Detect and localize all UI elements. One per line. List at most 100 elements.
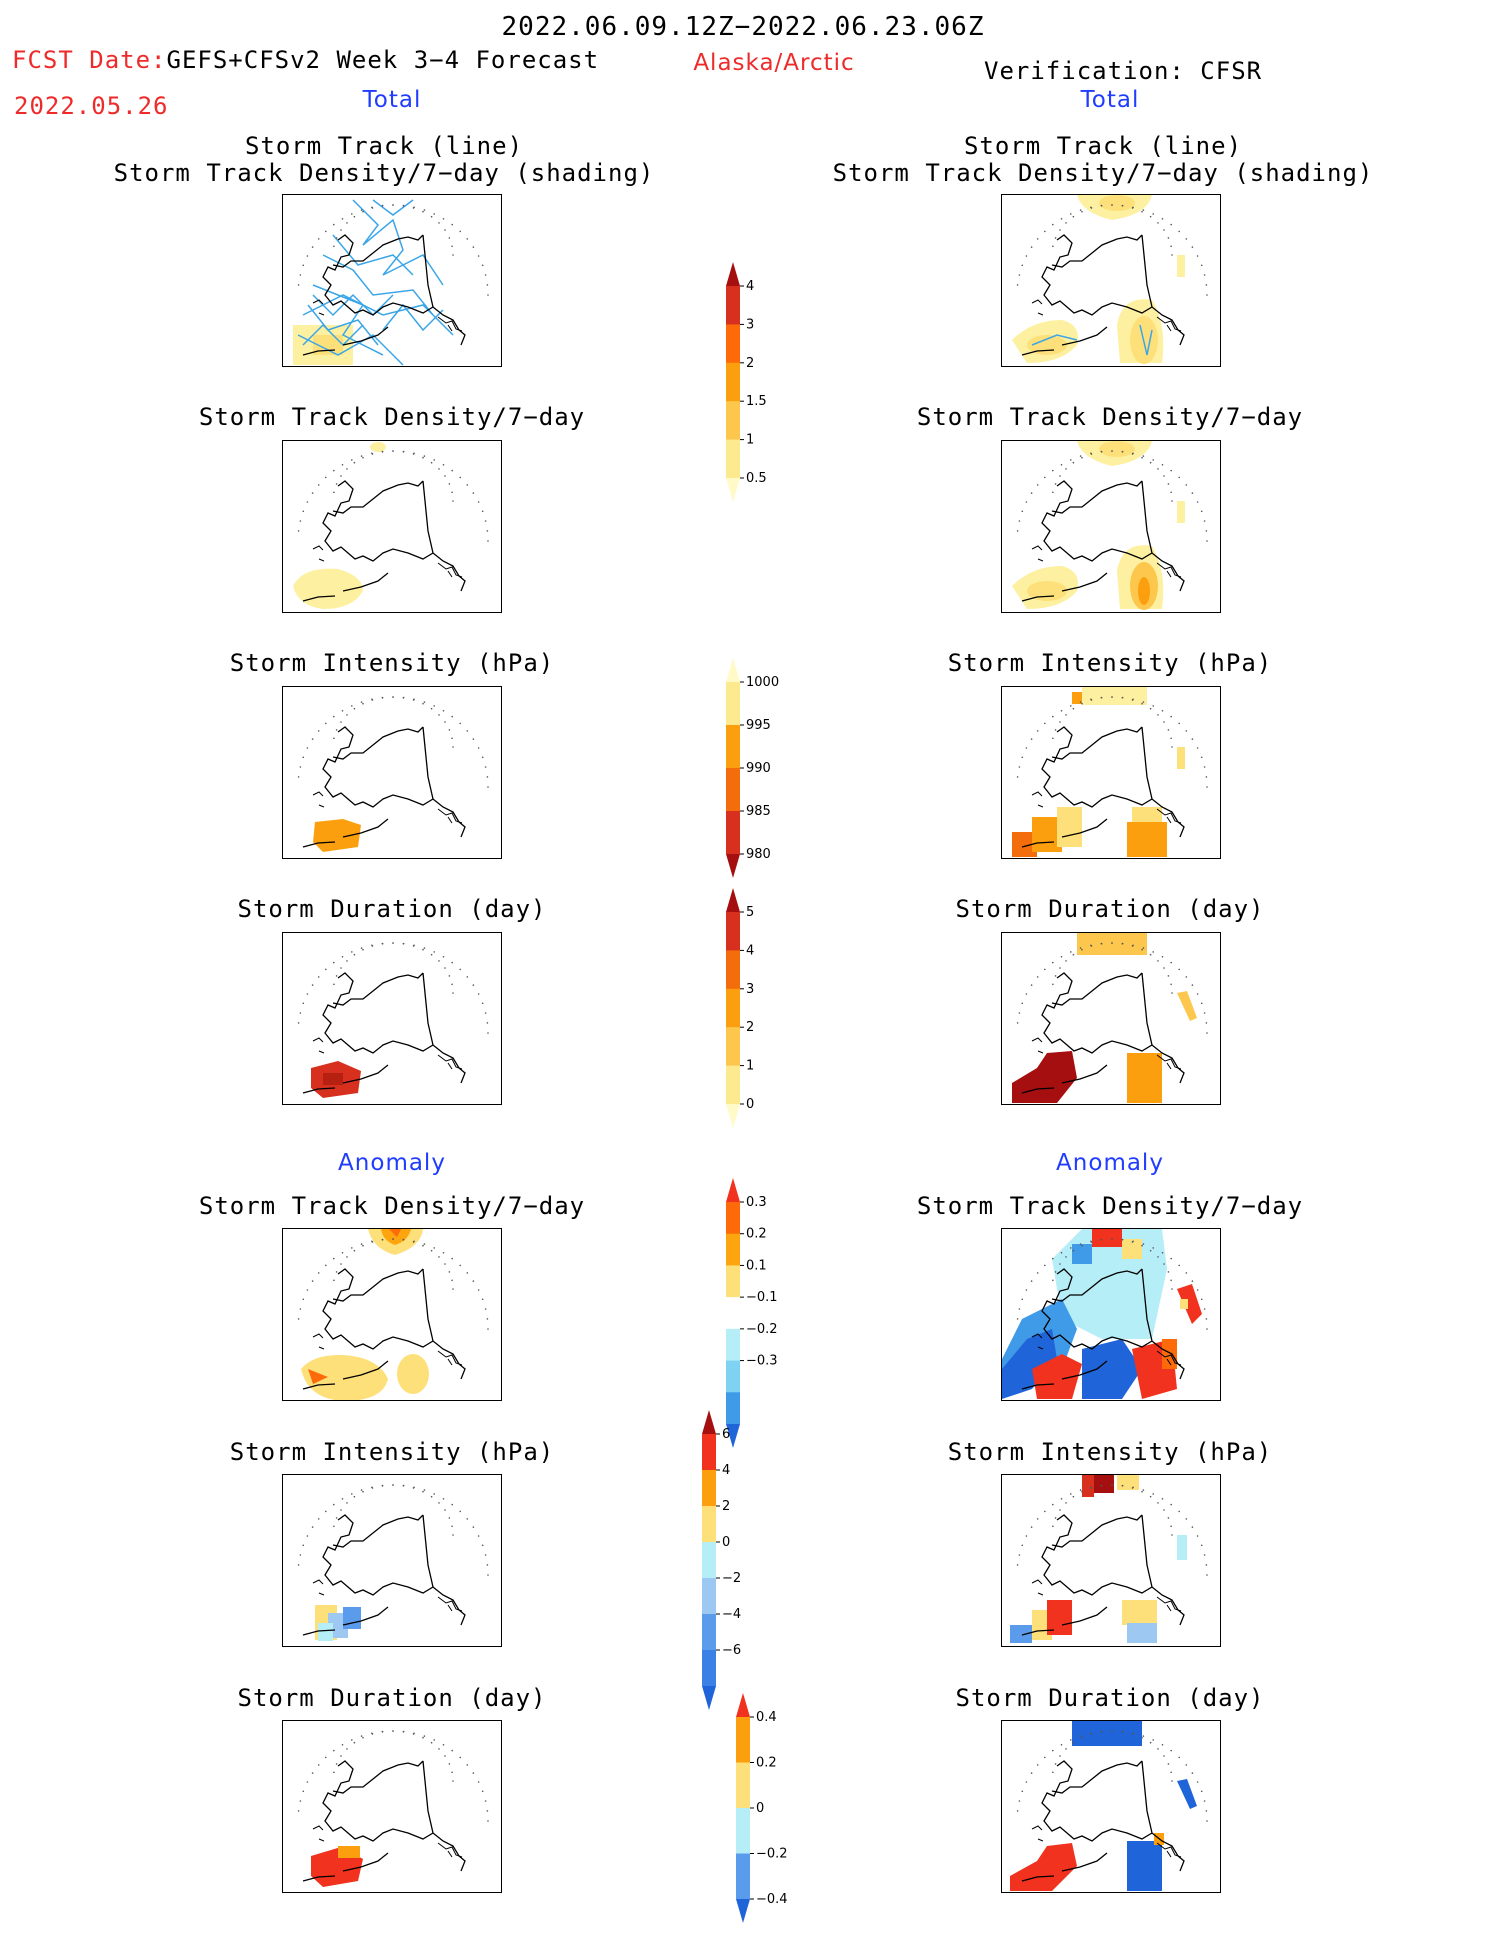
panel-title-track-left: Storm Track (line) Storm Track Density/7… bbox=[114, 133, 655, 187]
colorbar-tick-label: −0.2 bbox=[756, 1847, 788, 1862]
colorbar-tick-label: −0.2 bbox=[746, 1322, 778, 1337]
map-track-verification bbox=[1001, 194, 1221, 367]
colorbar-tick-label: 1 bbox=[746, 1059, 754, 1074]
colorbar-tick-label: 2 bbox=[746, 356, 754, 371]
map-duration-anom-forecast-svg bbox=[297, 1730, 489, 1887]
anomaly-right-title: Anomaly bbox=[1056, 1150, 1164, 1176]
colorbar-tick-label: 4 bbox=[746, 279, 754, 294]
track-title-line1: Storm Track (line) bbox=[244, 132, 524, 160]
colorbar-tick-label: 6 bbox=[722, 1427, 730, 1442]
fcst-line: FCST Date:GEFS+CFSv2 Week 3−4 Forecast bbox=[12, 46, 599, 74]
colorbar-tick-label: 4 bbox=[746, 943, 754, 958]
map-duration-verification-svg bbox=[1012, 933, 1208, 1103]
colorbar-tick-label: −0.1 bbox=[746, 1290, 778, 1305]
map-density-anom-forecast-svg bbox=[297, 1229, 489, 1400]
panel-title-density-left: Storm Track Density/7−day bbox=[198, 403, 586, 431]
map-intensity-forecast-svg bbox=[297, 696, 489, 852]
map-duration-anom-verification bbox=[1001, 1720, 1221, 1893]
colorbar-tick-label: 1 bbox=[746, 433, 754, 448]
map-track-verification-svg bbox=[1012, 195, 1208, 364]
map-intensity-forecast bbox=[282, 686, 502, 859]
colorbar-density-total: 4 3 2 1.5 1 0.5 bbox=[724, 262, 814, 546]
colorbar-tick-label: 0 bbox=[746, 1097, 754, 1112]
map-duration-verification bbox=[1001, 932, 1221, 1105]
map-density-forecast-svg bbox=[293, 442, 489, 609]
verification-label: Verification: CFSR bbox=[984, 57, 1263, 85]
colorbar-tick-label: 0.2 bbox=[746, 1227, 767, 1242]
map-duration-anom-forecast bbox=[282, 1720, 502, 1893]
map-intensity-anom-forecast-svg bbox=[297, 1484, 489, 1641]
colorbar-tick-label: 0.5 bbox=[746, 471, 767, 486]
colorbar-tick-label: 985 bbox=[746, 804, 771, 819]
fcst-label: FCST Date: bbox=[12, 46, 167, 74]
anomaly-left-title: Anomaly bbox=[338, 1150, 446, 1176]
map-density-verification bbox=[1001, 440, 1221, 613]
colorbar-density-total-svg: 4 3 2 1.5 1 0.5 bbox=[726, 262, 767, 502]
colorbar-duration-total-svg: 5 4 3 2 1 0 bbox=[726, 888, 754, 1128]
map-duration-forecast bbox=[282, 932, 502, 1105]
colorbar-tick-label: 0.3 bbox=[746, 1195, 767, 1210]
track-title-line1: Storm Track (line) bbox=[963, 132, 1243, 160]
track-title-line2: Storm Track Density/7−day (shading) bbox=[832, 159, 1374, 187]
colorbar-intensity-anom: 6 4 2 0 −2 −4 −6 bbox=[700, 1410, 790, 1734]
map-intensity-anom-verification bbox=[1001, 1474, 1221, 1647]
colorbar-density-anom: 0.3 0.2 0.1 −0.1 −0.2 −0.3 bbox=[724, 1178, 814, 1462]
map-intensity-verification-svg bbox=[1012, 687, 1208, 857]
map-intensity-verification bbox=[1001, 686, 1221, 859]
colorbar-tick-label: 1000 bbox=[746, 675, 779, 690]
map-density-verification-svg bbox=[1012, 441, 1208, 610]
panel-title-duration-anom-left: Storm Duration (day) bbox=[237, 1684, 547, 1712]
map-duration-forecast-svg bbox=[297, 942, 489, 1098]
fcst-model: GEFS+CFSv2 Week 3−4 Forecast bbox=[166, 46, 600, 74]
colorbar-tick-label: 0.1 bbox=[746, 1258, 767, 1273]
panel-title-duration-left: Storm Duration (day) bbox=[237, 895, 547, 923]
map-track-forecast-svg bbox=[293, 199, 489, 366]
panel-title-intensity-left: Storm Intensity (hPa) bbox=[229, 649, 555, 677]
colorbar-tick-label: −2 bbox=[722, 1571, 741, 1586]
colorbar-tick-label: 4 bbox=[722, 1463, 730, 1478]
colorbar-intensity-total-svg: 1000 995 990 985 980 bbox=[726, 658, 779, 878]
map-density-forecast bbox=[282, 440, 502, 613]
colorbar-tick-label: 0 bbox=[756, 1801, 764, 1816]
left-section-title: Total bbox=[362, 87, 422, 113]
colorbar-intensity-anom-svg: 6 4 2 0 −2 −4 −6 bbox=[702, 1410, 741, 1710]
right-section-title: Total bbox=[1080, 87, 1140, 113]
panel-title-intensity-right: Storm Intensity (hPa) bbox=[947, 649, 1273, 677]
panel-title-duration-right: Storm Duration (day) bbox=[955, 895, 1265, 923]
panel-title-density-anom-right: Storm Track Density/7−day bbox=[916, 1192, 1304, 1220]
map-density-anom-verification bbox=[1001, 1228, 1221, 1401]
panel-title-intensity-anom-right: Storm Intensity (hPa) bbox=[947, 1438, 1273, 1466]
map-intensity-anom-forecast bbox=[282, 1474, 502, 1647]
map-track-forecast bbox=[282, 194, 502, 367]
panel-title-density-anom-left: Storm Track Density/7−day bbox=[198, 1192, 586, 1220]
colorbar-tick-label: 1.5 bbox=[746, 394, 767, 409]
colorbar-tick-label: 0.2 bbox=[756, 1756, 777, 1771]
colorbar-duration-anom: 0.4 0.2 0 −0.2 −0.4 bbox=[734, 1693, 824, 1937]
date-range: 2022.06.09.12Z−2022.06.23.06Z bbox=[501, 12, 985, 42]
colorbar-tick-label: 995 bbox=[746, 718, 771, 733]
colorbar-tick-label: 2 bbox=[746, 1020, 754, 1035]
track-title-line2: Storm Track Density/7−day (shading) bbox=[113, 159, 655, 187]
colorbar-tick-label: −0.4 bbox=[756, 1892, 788, 1907]
region-label: Alaska/Arctic bbox=[693, 50, 855, 76]
colorbar-tick-label: 990 bbox=[746, 761, 771, 776]
colorbar-tick-label: 2 bbox=[722, 1499, 730, 1514]
fcst-date: 2022.05.26 bbox=[14, 92, 169, 120]
colorbar-tick-label: 0.4 bbox=[756, 1710, 777, 1725]
colorbar-density-anom-svg: 0.3 0.2 0.1 −0.1 −0.2 −0.3 bbox=[726, 1178, 778, 1448]
panel-title-duration-anom-right: Storm Duration (day) bbox=[955, 1684, 1265, 1712]
colorbar-tick-label: 0 bbox=[722, 1535, 730, 1550]
colorbar-intensity-total: 1000 995 990 985 980 bbox=[724, 658, 814, 892]
colorbar-tick-label: −4 bbox=[722, 1607, 741, 1622]
colorbar-tick-label: 980 bbox=[746, 847, 771, 862]
map-density-anom-forecast bbox=[282, 1228, 502, 1401]
panel-title-intensity-anom-left: Storm Intensity (hPa) bbox=[229, 1438, 555, 1466]
map-duration-anom-verification-svg bbox=[1010, 1721, 1208, 1891]
panel-title-density-right: Storm Track Density/7−day bbox=[916, 403, 1304, 431]
colorbar-tick-label: 3 bbox=[746, 982, 754, 997]
map-intensity-anom-verification-svg bbox=[1010, 1475, 1208, 1643]
colorbar-duration-total: 5 4 3 2 1 0 bbox=[724, 888, 814, 1172]
colorbar-tick-label: 3 bbox=[746, 317, 754, 332]
map-density-anom-verification-svg bbox=[1002, 1229, 1208, 1399]
colorbar-duration-anom-svg: 0.4 0.2 0 −0.2 −0.4 bbox=[736, 1693, 788, 1923]
